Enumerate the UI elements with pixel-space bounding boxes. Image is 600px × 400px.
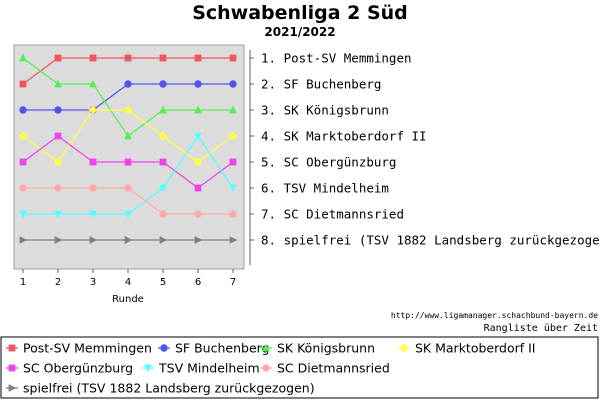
data-point xyxy=(229,210,237,218)
data-point xyxy=(194,184,202,192)
data-point xyxy=(54,106,62,114)
x-tick-label: 3 xyxy=(90,277,96,288)
ranking-label: 7. SC Dietmannsried xyxy=(261,207,404,222)
data-point xyxy=(124,210,132,219)
data-point xyxy=(159,184,167,193)
ranking-labels: 1. Post-SV Memmingen 2. SF Buchenberg 3. S… xyxy=(250,51,600,248)
x-tick-label: 7 xyxy=(230,277,236,288)
data-point xyxy=(54,184,62,192)
data-point xyxy=(193,157,203,167)
legend-entry: SC Dietmannsried xyxy=(277,361,390,376)
data-point xyxy=(229,54,237,62)
x-tick-label: 2 xyxy=(55,277,61,288)
ranking-label: 5. SC Obergünzburg xyxy=(261,155,396,170)
data-point xyxy=(159,80,167,88)
data-point xyxy=(54,236,63,244)
chart-title: Schwabenliga 2 Süd xyxy=(192,2,408,24)
data-point xyxy=(228,131,238,141)
legend-entry: SK Königsbrunn xyxy=(277,341,375,356)
legend-marker xyxy=(144,364,152,373)
ranking-label: 4. SK Marktoberdorf II xyxy=(261,129,427,144)
legend-entry: SF Buchenberg xyxy=(175,341,269,356)
data-point xyxy=(159,210,167,218)
data-point xyxy=(124,131,132,140)
data-point xyxy=(89,236,98,244)
data-point xyxy=(89,158,97,166)
legend-marker xyxy=(399,343,409,353)
source-url: http://www.ligamanager.schachbund-bayern… xyxy=(391,311,598,320)
data-point xyxy=(229,80,237,88)
legend-entry: spielfrei (TSV 1882 Landsberg zurückgezo… xyxy=(23,381,315,396)
data-point xyxy=(124,158,132,166)
data-point xyxy=(54,132,62,140)
legend-entry: SK Marktoberdorf II xyxy=(415,341,536,356)
legend: Post-SV Memmingen SF Buchenberg SK Königsb… xyxy=(6,341,536,396)
series-markers xyxy=(18,53,238,244)
x-axis-label: Runde xyxy=(112,294,144,305)
data-point xyxy=(229,158,237,166)
ranking-label: 8. spielfrei (TSV 1882 Landsberg zurückg… xyxy=(261,233,600,248)
legend-marker xyxy=(160,344,168,352)
data-point xyxy=(124,54,132,62)
data-point xyxy=(89,54,97,62)
legend-marker xyxy=(8,384,17,392)
data-point xyxy=(229,184,237,193)
x-tick-label: 1 xyxy=(20,277,26,288)
data-point xyxy=(229,105,237,114)
data-point xyxy=(159,54,167,62)
data-point xyxy=(19,53,27,62)
x-tick-label: 6 xyxy=(195,277,201,288)
data-point xyxy=(124,184,132,192)
data-point xyxy=(89,210,97,219)
legend-box xyxy=(0,336,599,399)
data-point xyxy=(88,105,98,115)
data-point xyxy=(53,157,63,167)
legend-marker xyxy=(262,364,270,372)
ranking-label: 2. SF Buchenberg xyxy=(261,77,381,92)
legend-entry: Post-SV Memmingen xyxy=(23,341,152,356)
data-point xyxy=(124,80,132,88)
data-point xyxy=(229,236,238,244)
data-point xyxy=(159,158,167,166)
data-point xyxy=(54,79,62,88)
data-point xyxy=(194,210,202,218)
data-point xyxy=(159,236,168,244)
data-point xyxy=(124,236,133,244)
data-point xyxy=(19,184,27,192)
legend-marker xyxy=(8,344,16,352)
data-point xyxy=(89,184,97,192)
data-point xyxy=(89,79,97,88)
chart-subtitle: 2021/2022 xyxy=(264,25,335,39)
legend-entry: TSV Mindelheim xyxy=(158,361,260,376)
data-point xyxy=(19,106,27,114)
data-point xyxy=(19,236,28,244)
data-point xyxy=(19,80,27,88)
legend-entry: SC Obergünzburg xyxy=(23,361,133,376)
x-tick-label: 5 xyxy=(160,277,166,288)
data-point xyxy=(54,210,62,219)
ranking-label: 1. Post-SV Memmingen xyxy=(261,51,412,66)
plot-area xyxy=(13,44,245,270)
chart-caption: Rangliste über Zeit xyxy=(484,323,598,334)
data-point xyxy=(54,54,62,62)
legend-marker xyxy=(8,364,16,372)
data-point xyxy=(19,158,27,166)
data-point xyxy=(123,105,133,115)
data-point xyxy=(194,236,203,244)
data-point xyxy=(194,80,202,88)
data-point xyxy=(158,131,168,141)
data-point xyxy=(19,210,27,219)
data-point xyxy=(194,105,202,114)
ranking-label: 3. SK Königsbrunn xyxy=(261,103,389,118)
legend-marker xyxy=(262,343,270,352)
ranking-label: 6. TSV Mindelheim xyxy=(261,181,389,196)
data-point xyxy=(18,131,28,141)
x-axis-ticks: 1 2 3 4 5 6 7 xyxy=(20,269,236,288)
x-tick-label: 4 xyxy=(125,277,131,288)
data-point xyxy=(194,54,202,62)
data-point xyxy=(194,132,202,141)
data-point xyxy=(159,105,167,114)
